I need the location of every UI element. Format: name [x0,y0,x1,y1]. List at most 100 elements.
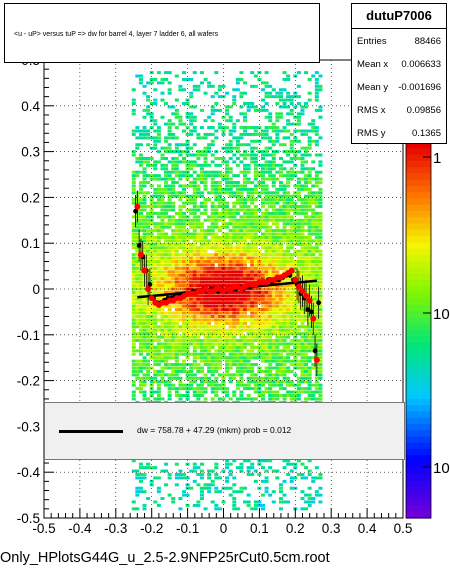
heat-cell [135,387,140,391]
heat-cell [135,235,140,239]
heat-cell [225,163,230,167]
heat-cell [221,260,226,264]
heat-cell [182,187,187,191]
heat-cell [289,294,294,298]
heat-cell [185,150,190,154]
heat-cell [210,242,215,246]
heat-cell [271,376,276,380]
heat-cell [271,232,276,236]
heat-cell [217,345,222,349]
heat-cell [142,345,147,349]
heat-cell [210,479,215,483]
heat-cell [225,167,230,171]
heat-cell [185,139,190,143]
heat-cell [153,380,158,384]
heat-cell [207,472,212,476]
heat-cell [210,373,215,377]
heat-cell [174,143,179,147]
heat-cell [314,126,319,130]
heat-cell [228,266,233,270]
heat-cell [293,174,298,178]
heat-cell [232,184,237,188]
heat-cell [138,74,143,78]
heat-cell [199,222,204,226]
heat-cell [171,232,176,236]
heat-cell [217,308,222,312]
heat-cell [232,160,237,164]
heat-cell [228,363,233,367]
heat-cell [235,146,240,150]
heat-cell [185,476,190,480]
heat-cell [300,366,305,370]
heat-cell [182,393,187,397]
heat-cell [192,266,197,270]
heat-cell [289,318,294,322]
heat-cell [153,500,158,504]
heat-cell [131,112,136,116]
heat-cell [296,150,301,154]
heat-cell [257,163,262,167]
heat-cell [275,177,280,181]
heat-cell [167,187,172,191]
heat-cell [156,222,161,226]
heat-cell [264,469,269,473]
heat-cell [185,232,190,236]
heat-cell [243,280,248,284]
heat-cell [268,263,273,267]
heat-cell [246,153,251,157]
heat-cell [164,163,169,167]
heat-cell [164,263,169,267]
heat-cell [225,332,230,336]
heat-cell [214,174,219,178]
heat-cell [318,321,323,325]
heat-cell [146,205,151,209]
heat-cell [221,325,226,329]
heat-cell [260,181,265,185]
heat-cell [264,136,269,140]
heat-cell [182,174,187,178]
heat-cell [271,156,276,160]
heat-cell [142,314,147,318]
heat-cell [232,363,237,367]
heat-cell [167,476,172,480]
heat-cell [138,191,143,195]
heat-cell [260,369,265,373]
heat-cell [286,170,291,174]
heat-cell [264,287,269,291]
heat-cell [174,349,179,353]
heat-cell [210,314,215,318]
heat-cell [246,332,251,336]
heat-cell [250,397,255,401]
heat-cell [182,318,187,322]
heat-cell [131,297,136,301]
heat-cell [203,153,208,157]
heat-cell [289,167,294,171]
heat-cell [260,383,265,387]
heat-cell [311,476,316,480]
heat-cell [228,242,233,246]
heat-cell [296,194,301,198]
heat-cell [146,95,151,99]
heat-cell [135,253,140,257]
heat-cell [153,256,158,260]
heat-cell [164,359,169,363]
heat-cell [192,263,197,267]
heat-cell [182,342,187,346]
heat-cell [207,198,212,202]
heat-cell [271,356,276,360]
heat-cell [192,503,197,507]
heat-cell [307,205,312,209]
heat-cell [253,160,258,164]
heat-cell [217,253,222,257]
heat-cell [142,321,147,325]
heat-cell [228,170,233,174]
heat-cell [225,112,230,116]
heat-cell [271,328,276,332]
heat-cell [314,88,319,92]
heat-cell [282,294,287,298]
heat-cell [300,332,305,336]
heat-cell [167,493,172,497]
heat-cell [318,260,323,264]
heat-cell [286,314,291,318]
heat-cell [189,232,194,236]
